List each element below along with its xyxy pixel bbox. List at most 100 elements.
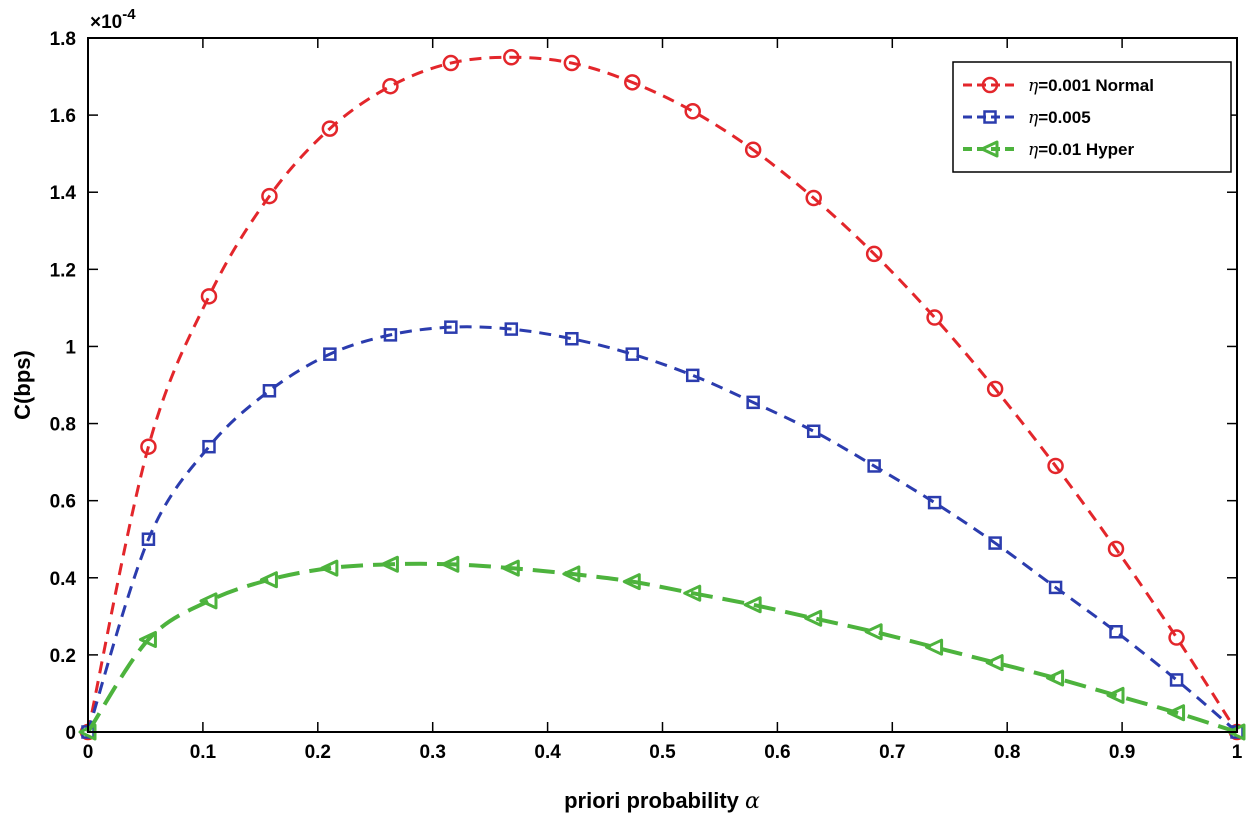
data-point	[261, 187, 278, 205]
x-tick-label: 0.6	[764, 742, 790, 763]
y-tick-label: 1.4	[50, 183, 77, 204]
data-point	[138, 630, 157, 648]
legend-label-text: =0.01 Hyper	[1038, 140, 1134, 159]
x-tick-label: 0.3	[419, 742, 445, 763]
data-point	[202, 439, 216, 454]
data-point	[927, 495, 942, 510]
series-line	[86, 55, 1239, 733]
series-line	[86, 325, 1238, 734]
y-tick-label: 1	[65, 337, 76, 358]
data-point	[804, 609, 823, 627]
data-point	[141, 532, 156, 546]
data-point	[805, 189, 822, 207]
data-point	[926, 309, 943, 326]
legend-label-text: =0.005	[1038, 108, 1090, 127]
data-point	[1048, 580, 1063, 595]
alpha-symbol: α	[745, 789, 760, 814]
series-line	[86, 561, 1238, 734]
data-point	[806, 424, 821, 439]
legend-label: η=0.005	[1028, 108, 1091, 128]
tick-labels: 0 0.1 0.2 0.3 0.4 0.5 0.6 0.7 0.8 0.9 1 0 0.2 0.4 0.6 0…	[50, 29, 1243, 763]
data-point	[563, 54, 581, 72]
y-tick-label: 1.6	[50, 106, 76, 127]
y-tick-label: 1.2	[50, 260, 76, 281]
series-2	[78, 555, 1246, 741]
legend-entry: η=0.01 Hyper	[963, 140, 1134, 160]
x-tick-label: 0.4	[534, 742, 561, 763]
x-tick-label: 1	[1232, 742, 1243, 763]
data-point	[1169, 673, 1184, 687]
data-point	[685, 368, 700, 383]
legend-entry: η=0.001 Normal	[963, 76, 1154, 96]
data-point	[683, 584, 702, 602]
eta-symbol: η	[1028, 76, 1039, 96]
x-tick-label: 0.2	[305, 742, 331, 763]
data-point	[262, 384, 277, 398]
data-point	[746, 395, 760, 410]
data-point	[503, 49, 520, 66]
data-point	[444, 320, 458, 334]
data-point	[985, 654, 1004, 672]
data-point	[625, 347, 640, 361]
legend-marker	[981, 76, 999, 94]
data-point	[744, 141, 762, 159]
data-point	[925, 638, 944, 656]
data-point	[383, 328, 398, 342]
y-scale-label: ×10-4	[90, 6, 136, 33]
data-point	[867, 459, 881, 473]
data-point	[565, 331, 579, 346]
legend-label-text: =0.001 Normal	[1038, 76, 1154, 95]
data-point	[321, 120, 339, 137]
data-point	[1106, 686, 1125, 704]
y-tick-label: 1.8	[50, 29, 76, 50]
x-tick-label: 0.1	[190, 742, 217, 763]
data-point	[624, 74, 641, 91]
x-tick-label: 0.8	[994, 742, 1020, 763]
data-point	[259, 571, 278, 589]
data-point	[986, 380, 1004, 398]
data-point	[622, 573, 641, 591]
data-point	[988, 536, 1002, 550]
y-scale-exponent: -4	[122, 6, 136, 23]
y-tick-label: 0	[65, 723, 76, 744]
series-1	[81, 320, 1244, 739]
data-point	[382, 77, 399, 95]
x-tick-label: 0.7	[879, 742, 905, 763]
data-point	[1167, 704, 1186, 722]
data-point	[504, 322, 519, 336]
data-point	[323, 347, 337, 361]
y-tick-label: 0.8	[50, 415, 76, 436]
y-scale-base: ×10	[90, 12, 122, 33]
data-point	[320, 559, 339, 577]
data-point	[441, 555, 460, 573]
plot-frame	[87, 37, 1238, 733]
legend-box	[952, 61, 1232, 173]
x-tick-label: 0	[83, 742, 94, 763]
data-point	[380, 555, 399, 573]
data-point	[684, 103, 701, 120]
legend-label: η=0.01 Hyper	[1028, 140, 1134, 160]
data-point	[442, 54, 460, 72]
legend-label: η=0.001 Normal	[1028, 76, 1154, 96]
x-axis-title-text: priori probability	[564, 788, 740, 813]
data-point	[1109, 625, 1123, 639]
data-point	[1107, 540, 1125, 558]
data-point	[199, 592, 218, 610]
data-point	[1168, 629, 1185, 646]
data-point	[501, 559, 520, 577]
eta-symbol: η	[1028, 108, 1039, 128]
y-tick-label: 0.2	[50, 646, 76, 667]
legend-marker	[980, 140, 999, 158]
data-point	[864, 623, 883, 641]
data-point	[200, 288, 218, 305]
x-tick-label: 0.5	[649, 742, 676, 763]
eta-symbol: η	[1028, 140, 1039, 160]
y-axis-title: C(bps)	[10, 350, 35, 420]
legend-entry: η=0.005	[963, 108, 1091, 128]
data-point	[865, 245, 883, 263]
legend-marker	[983, 110, 997, 124]
series-layer	[78, 49, 1246, 741]
x-axis-title: priori probability α	[564, 788, 760, 814]
